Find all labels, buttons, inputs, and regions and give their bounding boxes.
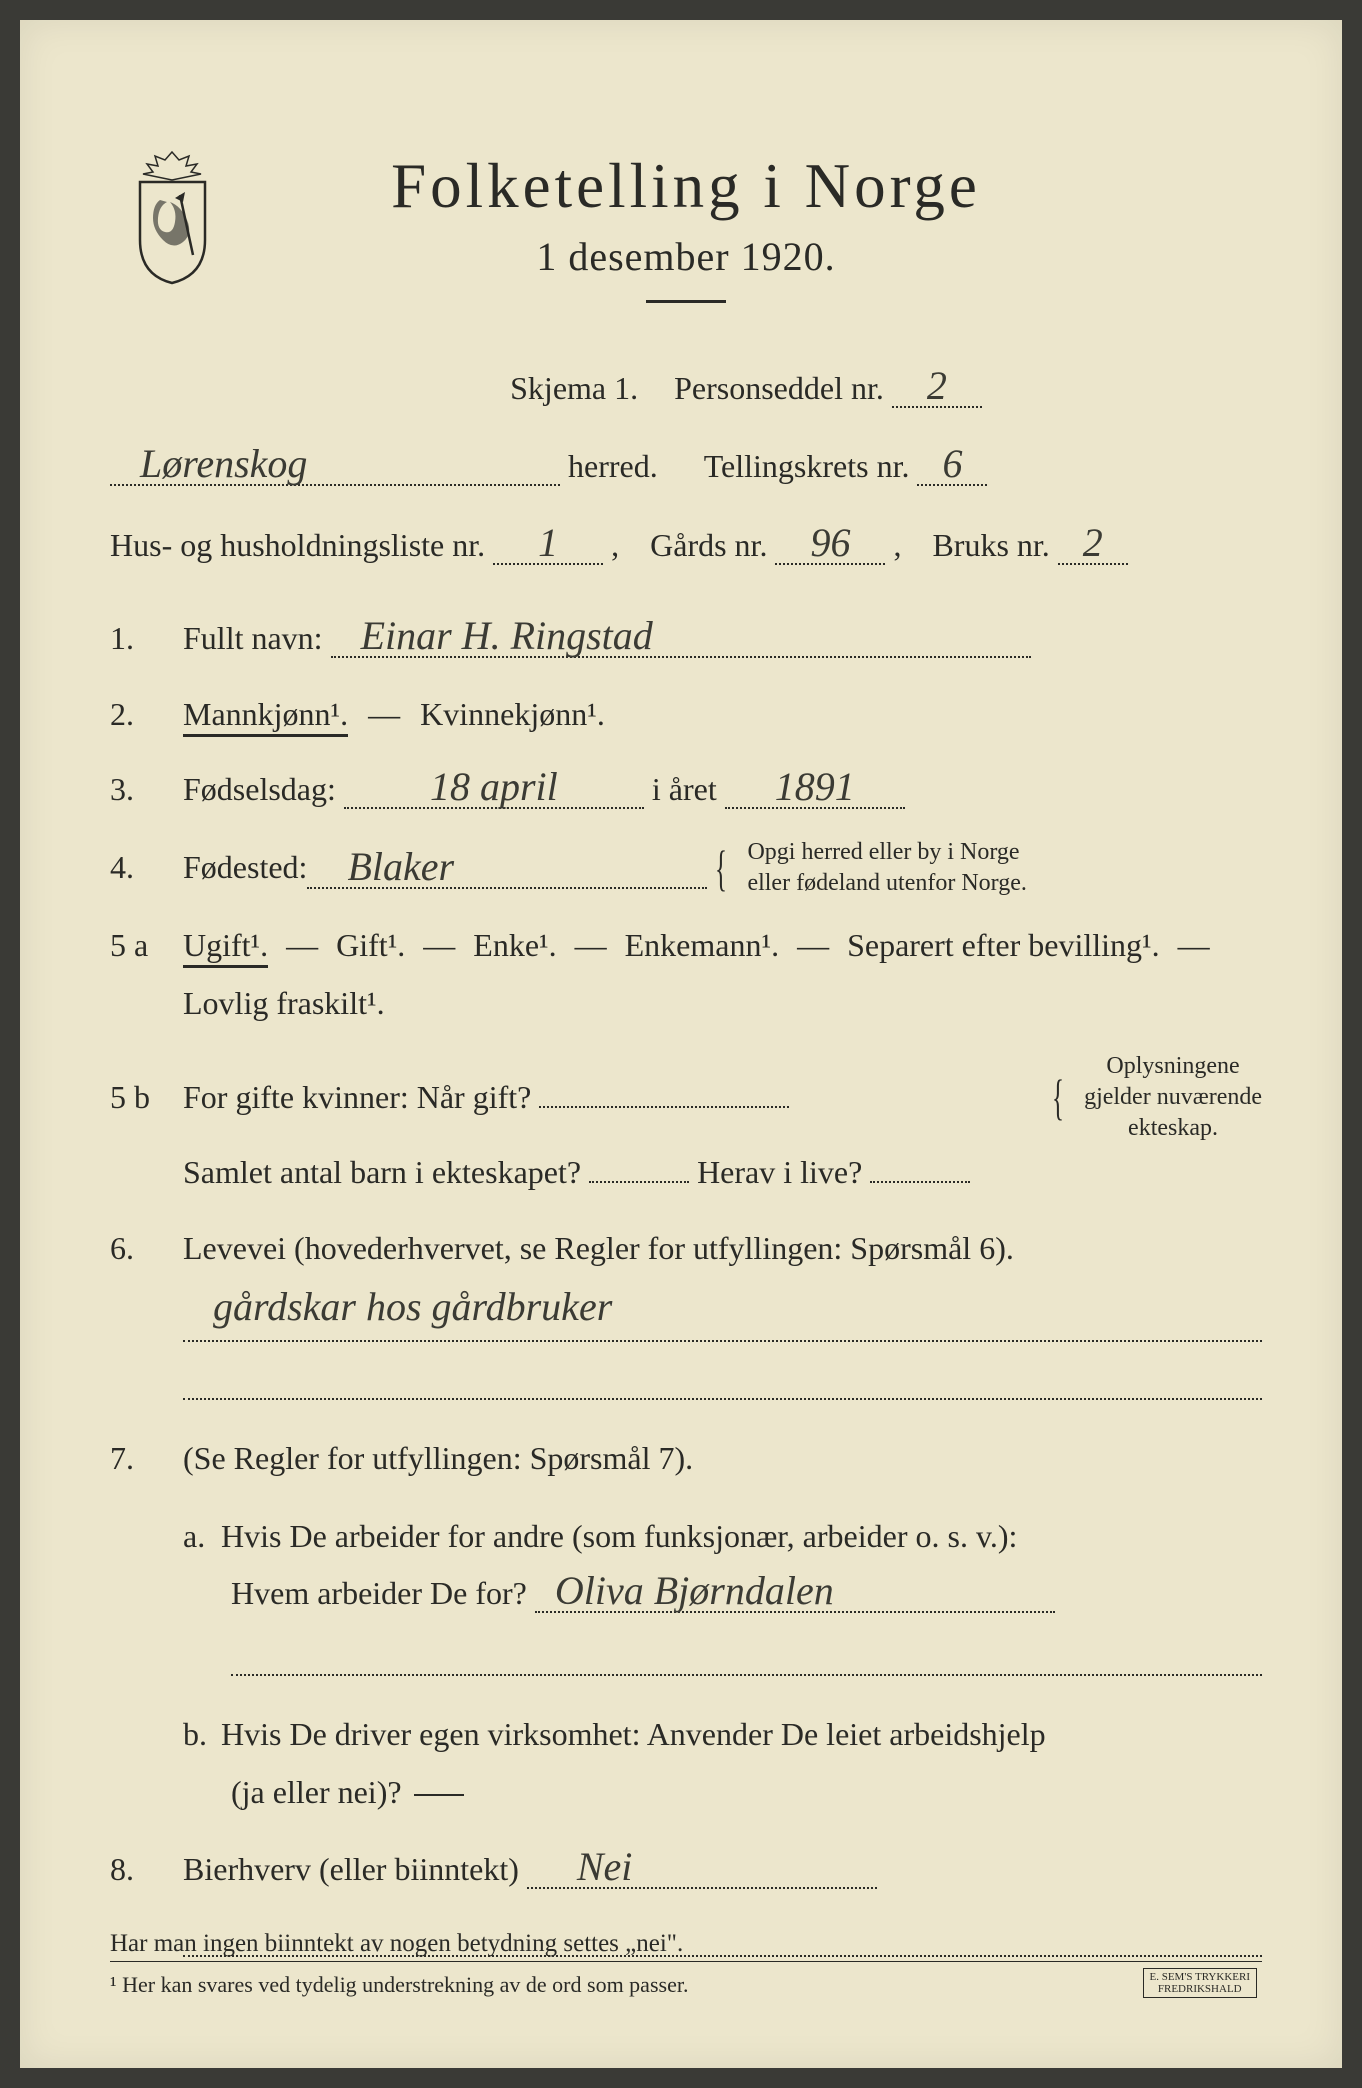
question-2: 2. Mannkjønn¹. — Kvinnekjønn¹. <box>110 686 1262 744</box>
q4-note: Opgi herred eller by i Norge eller fødel… <box>747 837 1026 899</box>
q6-label: Levevei (hovederhvervet, se Regler for u… <box>183 1230 1014 1266</box>
q2-mannkjonn: Mannkjønn¹. <box>183 696 348 737</box>
coat-of-arms-emblem <box>125 150 220 285</box>
q7a-line1: Hvis De arbeider for andre (som funksjon… <box>221 1518 1017 1554</box>
q5b-note-line2: gjelder nuværende <box>1084 1084 1262 1110</box>
skjema-label: Skjema 1. <box>510 353 638 423</box>
q1-label: Fullt navn: <box>183 620 323 656</box>
q5b-label1: For gifte kvinner: Når gift? <box>183 1079 531 1115</box>
q5a-ugift: Ugift¹. <box>183 927 268 968</box>
herred-value: Lørenskog <box>110 444 560 486</box>
q5a-separert: Separert efter bevilling¹. <box>847 927 1160 963</box>
q1-value: Einar H. Ringstad <box>331 616 1031 658</box>
printer-stamp: E. SEM'S TRYKKERI FREDRIKSHALD <box>1143 1968 1258 1998</box>
q6-blank-line <box>183 1372 1262 1400</box>
bracket-icon: { <box>1052 1077 1064 1117</box>
question-1: 1. Fullt navn: Einar H. Ringstad <box>110 610 1262 668</box>
question-7: 7. (Se Regler for utfyllingen: Spørsmål … <box>110 1430 1262 1821</box>
q7a-letter: a. <box>183 1508 213 1566</box>
personseddel-label: Personseddel nr. <box>674 353 884 423</box>
q7a-line2: Hvem arbeider De for? <box>231 1575 527 1611</box>
form-header: Folketelling i Norge 1 desember 1920. <box>110 150 1262 303</box>
q5b-note-line1: Oplysningene <box>1106 1053 1239 1079</box>
q7a-blank-line <box>231 1648 1262 1676</box>
q7b-line1: Hvis De driver egen virksomhet: Anvender… <box>221 1716 1046 1752</box>
gards-label: Gårds nr. <box>650 510 767 580</box>
q3-year-label: i året <box>652 771 717 807</box>
q5b-live-value <box>870 1181 970 1183</box>
q7-num: 7. <box>110 1440 165 1477</box>
census-form-page: Folketelling i Norge 1 desember 1920. Sk… <box>20 20 1342 2068</box>
q5b-gift-value <box>539 1106 789 1108</box>
q6-num: 6. <box>110 1230 165 1267</box>
form-meta-section: Skjema 1. Personseddel nr. 2 Lørenskog h… <box>110 353 1262 580</box>
q7a-value: Oliva Bjørndalen <box>535 1571 1055 1613</box>
footer-note: Har man ingen biinntekt av nogen betydni… <box>110 1930 1262 1958</box>
q7-intro: (Se Regler for utfyllingen: Spørsmål 7). <box>183 1440 693 1476</box>
q5b-barn-value <box>589 1181 689 1183</box>
tellingskrets-value: 6 <box>917 444 987 486</box>
bracket-icon: { <box>715 848 727 888</box>
q3-year-value: 1891 <box>725 767 905 809</box>
q2-kvinnekjonn: Kvinnekjønn¹. <box>420 696 605 732</box>
q2-dash: — <box>368 696 400 732</box>
q4-num: 4. <box>110 849 165 886</box>
form-date: 1 desember 1920. <box>110 233 1262 280</box>
q3-day-value: 18 april <box>344 767 644 809</box>
q7b-line2: (ja eller nei)? <box>231 1774 402 1810</box>
q5a-gift: Gift¹. <box>336 927 405 963</box>
footnote: ¹ Her kan svares ved tydelig understrekn… <box>110 1961 1262 1998</box>
q5b-num: 5 b <box>110 1079 165 1116</box>
question-5a: 5 a Ugift¹. — Gift¹. — Enke¹. — Enkemann… <box>110 917 1262 1032</box>
q4-note-line1: Opgi herred eller by i Norge <box>747 839 1019 865</box>
q6-value: gårdskar hos gårdbruker <box>183 1287 1262 1342</box>
question-5b: 5 b For gifte kvinner: Når gift? { Oplys… <box>110 1051 1262 1202</box>
q5b-label3: Herav i live? <box>697 1154 862 1190</box>
q1-num: 1. <box>110 620 165 657</box>
q5b-note: Oplysningene gjelder nuværende ekteskap. <box>1084 1051 1262 1145</box>
form-title: Folketelling i Norge <box>110 150 1262 223</box>
q3-label: Fødselsdag: <box>183 771 336 807</box>
q3-num: 3. <box>110 771 165 808</box>
q5a-enkemann: Enkemann¹. <box>625 927 779 963</box>
q8-label: Bierhverv (eller biinntekt) <box>183 1851 519 1887</box>
header-divider <box>646 300 726 303</box>
q4-label: Fødested: <box>183 839 307 897</box>
question-3: 3. Fødselsdag: 18 april i året 1891 <box>110 761 1262 819</box>
q5a-enke: Enke¹. <box>473 927 556 963</box>
q7b-dash <box>414 1794 464 1796</box>
q5b-note-line3: ekteskap. <box>1128 1115 1218 1141</box>
q4-note-line2: eller fødeland utenfor Norge. <box>747 870 1026 896</box>
bruks-value: 2 <box>1058 523 1128 565</box>
husliste-label: Hus- og husholdningsliste nr. <box>110 510 485 580</box>
stamp-line2: FREDRIKSHALD <box>1158 1983 1242 1995</box>
gards-value: 96 <box>775 523 885 565</box>
q5a-fraskilt: Lovlig fraskilt¹. <box>183 985 385 1021</box>
q2-num: 2. <box>110 696 165 733</box>
q4-value: Blaker <box>307 847 707 889</box>
herred-label: herred. <box>568 431 658 501</box>
husliste-value: 1 <box>493 523 603 565</box>
q5a-num: 5 a <box>110 927 165 964</box>
questions-list: 1. Fullt navn: Einar H. Ringstad 2. Mann… <box>110 610 1262 1957</box>
personseddel-value: 2 <box>892 366 982 408</box>
stamp-line1: E. SEM'S TRYKKERI <box>1150 1971 1251 1983</box>
bruks-label: Bruks nr. <box>932 510 1049 580</box>
question-4: 4. Fødested: Blaker { Opgi herred eller … <box>110 837 1262 899</box>
question-6: 6. Levevei (hovederhvervet, se Regler fo… <box>110 1220 1262 1401</box>
q8-num: 8. <box>110 1851 165 1888</box>
q7b-letter: b. <box>183 1706 213 1764</box>
q5b-label2: Samlet antal barn i ekteskapet? <box>183 1154 581 1190</box>
q8-value: Nei <box>527 1847 877 1889</box>
tellingskrets-label: Tellingskrets nr. <box>704 431 910 501</box>
